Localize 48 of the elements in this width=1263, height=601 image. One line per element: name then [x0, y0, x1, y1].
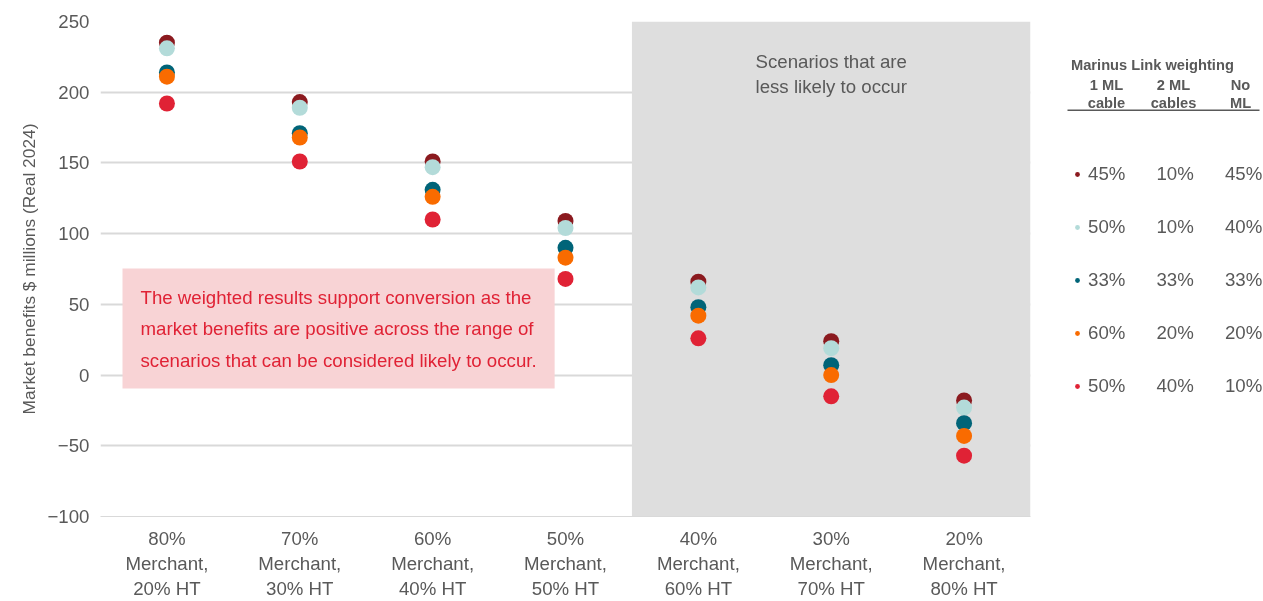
annotation: The weighted results support conversion as the market benefits are positive across the range of scenarios that can be considered likely to occur. — [140, 286, 537, 371]
point — [956, 399, 973, 416]
point — [557, 220, 574, 236]
point — [424, 211, 441, 228]
x-tick-label: 80% Merchant, 20% HT — [125, 527, 209, 599]
x-tick-label: 40% Merchant, 60% HT — [656, 527, 740, 599]
point — [291, 153, 308, 170]
y-tick-label: 0 — [79, 364, 90, 386]
y-tick-label: −50 — [57, 435, 90, 457]
text: 45% 10% 45% — [1088, 163, 1263, 185]
point — [690, 330, 707, 347]
y-tick-label: 200 — [58, 81, 90, 103]
point — [158, 40, 175, 57]
point — [424, 159, 441, 176]
text: 1 ML cable — [1087, 76, 1126, 111]
point — [823, 388, 840, 405]
annotation: Scenarios that are less likely to occur — [755, 51, 907, 98]
x-tick-label: 50% Merchant, 50% HT — [524, 527, 607, 599]
point — [690, 279, 707, 296]
y-tick-label: 50 — [68, 293, 90, 315]
point — [956, 447, 973, 464]
y-tick-label: 100 — [58, 223, 90, 245]
y-tick-label: 250 — [58, 11, 90, 32]
text: 33% 33% 33% — [1088, 269, 1263, 291]
point — [956, 427, 973, 444]
y-tick-label: 150 — [58, 152, 90, 174]
text: 50% 40% 10% — [1088, 375, 1263, 397]
point — [158, 68, 175, 85]
y-axis-title: Market benefits $ millions (Real 2024) — [19, 123, 40, 415]
point — [823, 340, 840, 357]
point — [557, 270, 574, 287]
point — [158, 95, 175, 112]
point — [823, 367, 840, 384]
text: 2 ML cables — [1150, 76, 1197, 111]
x-tick-label: 20% Merchant, 80% HT — [922, 527, 1006, 599]
legend-title: Marinus Link weighting — [1071, 57, 1235, 73]
point — [291, 99, 308, 116]
x-tick-label: 70% Merchant, 30% HT — [258, 527, 342, 599]
text: 50% 10% 40% — [1088, 216, 1263, 238]
y-tick-label: −100 — [47, 506, 90, 527]
point — [424, 188, 441, 205]
point — [557, 249, 574, 266]
text: No ML — [1229, 76, 1252, 111]
point — [690, 307, 707, 324]
point — [291, 129, 308, 146]
x-tick-label: 60% Merchant, 40% HT — [391, 527, 475, 599]
text: 60% 20% 20% — [1088, 322, 1263, 344]
x-tick-label: 30% Merchant, 70% HT — [789, 527, 873, 599]
